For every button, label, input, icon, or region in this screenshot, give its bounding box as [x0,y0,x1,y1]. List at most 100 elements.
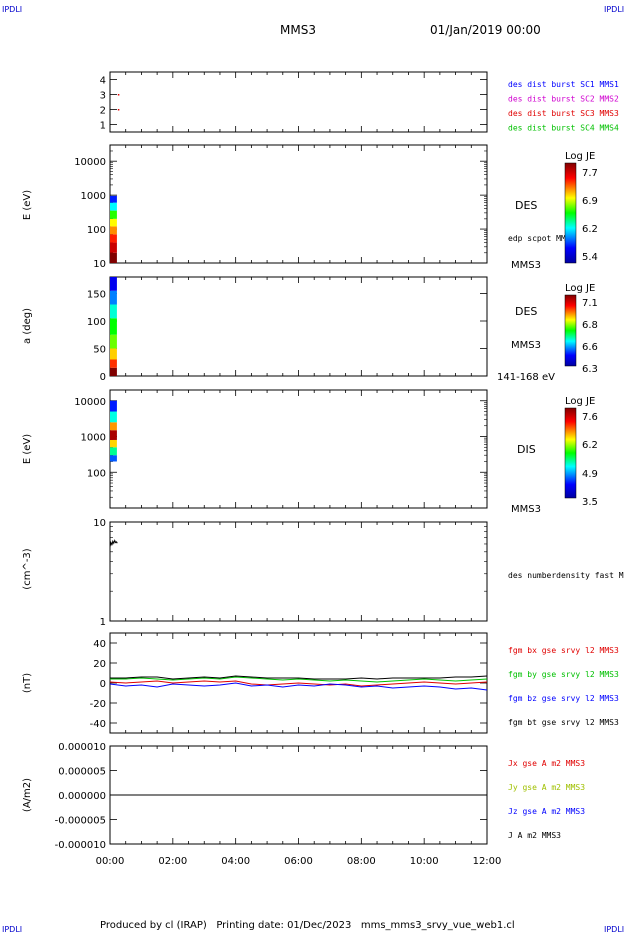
corner-label-bottom-left: IPDLI [2,925,22,934]
legend-entry: des dist burst SC4 MMS4 [508,124,619,133]
y-tick-label: 0.000000 [58,791,106,802]
colorbar-tick: 6.9 [582,196,598,207]
y-tick-label: 10 [93,259,106,270]
colorbar-tick: 3.5 [582,497,598,508]
heatmap-cell [110,334,117,349]
colorbar-tick: 6.6 [582,342,598,353]
y-tick-label: 0 [100,679,106,690]
colorbar-title-des-pitch: Log JE [565,283,595,294]
legend-entry: Jy gse A m2 MMS3 [508,783,585,792]
legend-entry: des dist burst SC3 MMS3 [508,109,619,118]
panel-frame-des-pitch [109,276,488,377]
fgm-series-line [109,682,488,691]
colorbar-tick: 5.4 [582,252,598,263]
y-tick-label: 2 [100,106,106,117]
y-tick-label: 100 [87,468,106,479]
fgm-series-line [110,675,488,680]
burst-point [117,109,120,111]
heatmap-cell [110,195,117,203]
legend-entry: des numberdensity fast M [508,571,624,580]
y-tick-label: 10 [93,518,106,529]
heatmap-cell [110,447,117,456]
label-des-energy-des: DES [515,199,537,212]
label-dis-energy-mms3: MMS3 [511,504,541,515]
y-tick-label: -20 [90,699,106,710]
heatmap-cell [110,210,117,219]
x-tick-label: 08:00 [347,856,376,867]
colorbar-des-energy [564,162,577,264]
legend-entry: fgm by gse srvy l2 MMS3 [508,670,619,679]
label-des-pitch-des: DES [515,305,537,318]
heatmap-cell [110,430,117,440]
ylabel-des-pitch: a (deg) [22,308,33,344]
heatmap-cell [110,411,117,423]
label-des-pitch-energy: 141-168 eV [497,372,555,383]
legend-entry: fgm bt gse srvy l2 MMS3 [508,718,619,727]
heatmap-cell [110,234,117,243]
label-dis-energy-dis: DIS [517,443,536,456]
heatmap-cell [110,218,117,227]
colorbar-title-dis-energy: Log JE [565,396,595,407]
x-tick-label: 12:00 [473,856,502,867]
y-tick-label: 100 [87,225,106,236]
panel-frame-density [109,521,488,622]
heatmap-cell [110,242,117,253]
header-spacecraft: MMS3 [280,23,316,37]
panel-frame-burst [109,71,488,133]
fgm-series-line [109,680,488,687]
y-tick-label: 3 [100,91,106,102]
label-des-energy-mms3: MMS3 [511,260,541,271]
legend-entry: Jz gse A m2 MMS3 [508,807,585,816]
panel-frame-dis-energy [109,389,488,509]
y-tick-label: 40 [93,639,106,650]
heatmap-cell [110,455,117,462]
footer-credits: Produced by cl (IRAP) Printing date: 01/… [100,920,515,931]
heatmap-cell [110,422,117,431]
x-tick-label: 00:00 [96,856,125,867]
x-tick-label: 02:00 [158,856,187,867]
heatmap-cell [110,318,117,335]
ylabel-des-energy: E (eV) [22,190,33,220]
label-des-pitch-mms3: MMS3 [511,340,541,351]
x-tick-label: 10:00 [410,856,439,867]
y-tick-label: 50 [93,345,106,356]
y-tick-label: 4 [100,76,106,87]
y-tick-label: 10000 [74,157,106,168]
colorbar-dis-energy [564,407,577,499]
colorbar-tick: 7.1 [582,298,598,309]
heatmap-cell [110,304,117,319]
header-datetime: 01/Jan/2019 00:00 [430,23,541,37]
colorbar-tick: 6.2 [582,224,598,235]
heatmap-cell [110,439,117,448]
x-tick-label: 04:00 [221,856,250,867]
heatmap-cell [110,202,117,211]
y-tick-label: 0.000005 [58,767,106,778]
legend-entry: des dist burst SC2 MMS2 [508,95,619,104]
ylabel-fgm: (nT) [22,673,33,693]
colorbar-title-des-energy: Log JE [565,151,595,162]
y-tick-label: 20 [93,659,106,670]
legend-entry: fgm bx gse srvy l2 MMS3 [508,646,619,655]
legend-entry: fgm bz gse srvy l2 MMS3 [508,694,619,703]
panel-frame-des-energy [109,144,488,264]
corner-label-bottom-right: IPDLI [604,925,624,934]
legend-entry: J A m2 MMS3 [508,831,561,840]
heatmap-cell [110,252,117,263]
y-tick-label: 0 [100,372,106,383]
colorbar-tick: 6.2 [582,440,598,451]
corner-label-top-right: IPDLI [604,5,624,14]
heatmap-cell [110,367,117,376]
fgm-series-line [110,676,488,683]
heatmap-cell [110,226,117,235]
y-tick-label: -0.000010 [55,840,106,851]
colorbar-des-pitch [564,294,577,367]
y-tick-label: 0.000010 [58,742,106,753]
y-tick-label: 100 [87,317,106,328]
colorbar-tick: 6.3 [582,364,598,375]
density-series-line [109,539,118,548]
colorbar-tick: 4.9 [582,469,598,480]
ylabel-current: (A/m2) [22,778,33,812]
y-tick-label: 1000 [81,433,106,444]
legend-entry: des dist burst SC1 MMS1 [508,80,619,89]
